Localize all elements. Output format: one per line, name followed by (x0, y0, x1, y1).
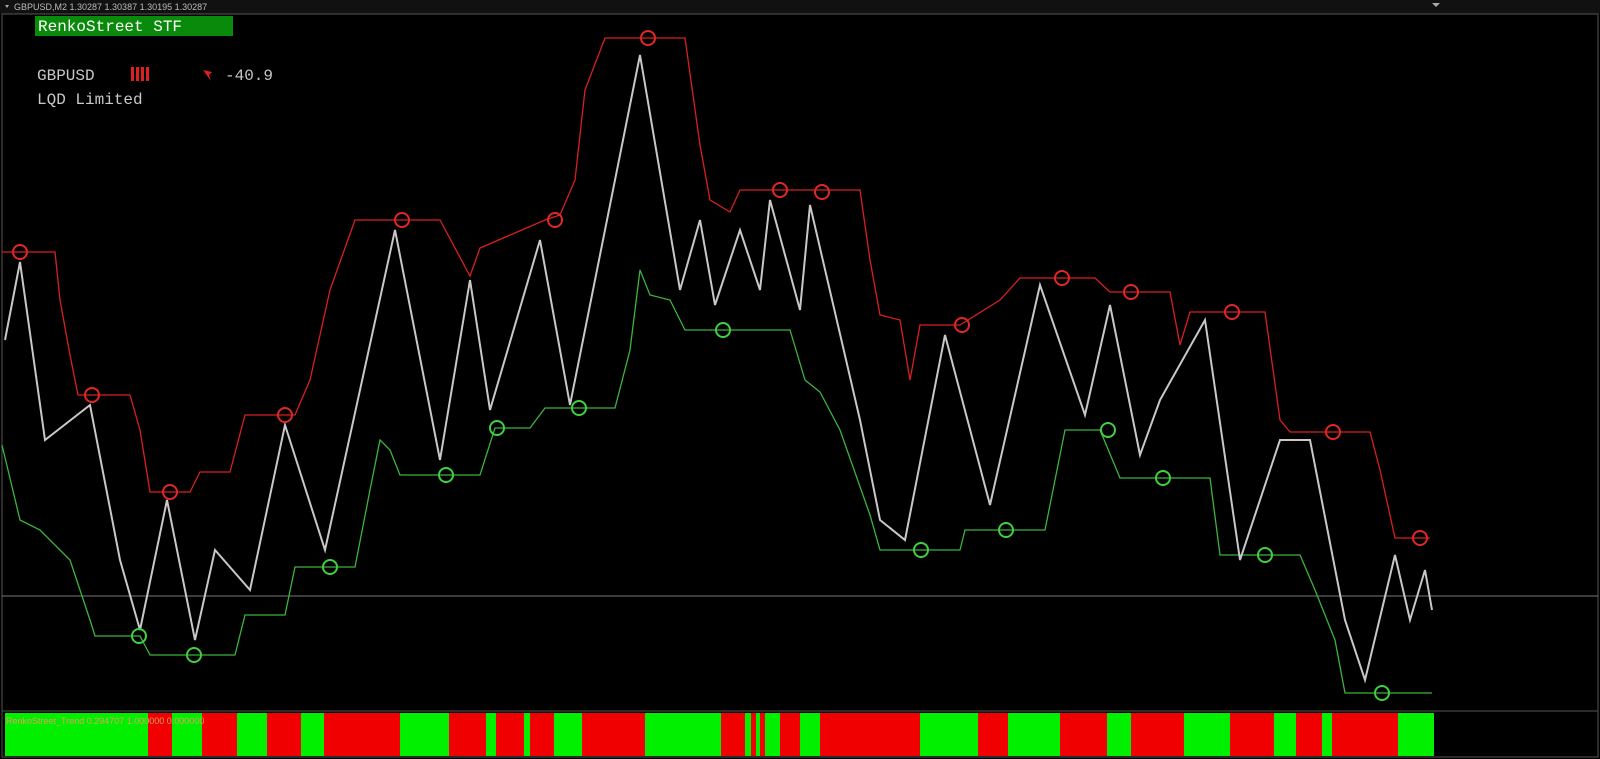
trend-segment (1322, 713, 1332, 756)
change-value: -40.9 (225, 67, 273, 85)
trend-segment (324, 713, 400, 756)
indicator-pane (1, 710, 1599, 758)
trend-segment (1332, 713, 1398, 756)
trend-segment (237, 713, 267, 756)
trend-segment (5, 713, 148, 756)
indicator-name-box (35, 16, 233, 36)
chart-header: GBPUSD,M2 1.30287 1.30387 1.30195 1.3028… (14, 2, 207, 12)
shift-marker (1432, 3, 1440, 7)
lower-channel (1, 269, 1432, 694)
trend-segment (1398, 713, 1434, 756)
trend-segment (1296, 713, 1322, 756)
down-arrow (203, 70, 212, 81)
trend-segment (800, 713, 820, 756)
trend-segment (1131, 713, 1184, 756)
title-bar (0, 0, 1600, 14)
high-markers (12, 30, 1428, 546)
trend-segment (760, 713, 765, 756)
trend-segment (645, 713, 721, 756)
strength-bars (131, 67, 149, 81)
trend-segment (780, 713, 800, 756)
trend-segment (400, 713, 449, 756)
trend-segment (202, 713, 237, 756)
trend-segment (745, 713, 751, 756)
indicator-label: RenkoStreet_Trend 0.294707 1.000000 0.00… (6, 716, 204, 726)
symbol: GBPUSD (37, 67, 95, 85)
trend-segment (496, 713, 524, 756)
trend-segment (1008, 713, 1060, 756)
indicator-name: RenkoStreet STF (38, 18, 182, 36)
trend-bars (5, 713, 1434, 756)
company: LQD Limited (37, 91, 143, 109)
trend-segment (920, 713, 978, 756)
trend-segment (756, 713, 760, 756)
trend-segment (978, 713, 1008, 756)
trend-segment (449, 713, 486, 756)
menu-arrow (5, 5, 9, 8)
trend-segment (751, 713, 756, 756)
trend-segment (582, 713, 645, 756)
trend-segment (172, 713, 202, 756)
trend-segment (524, 713, 530, 756)
trend-segment (820, 713, 920, 756)
trend-segment (267, 713, 301, 756)
trend-segment (1107, 713, 1131, 756)
trend-segment (554, 713, 582, 756)
upper-channel (2, 37, 1430, 539)
trend-segment (530, 713, 554, 756)
trend-segment (1060, 713, 1107, 756)
trend-segment (1184, 713, 1230, 756)
trend-segment (1274, 713, 1296, 756)
low-markers (131, 322, 1390, 701)
trend-segment (148, 713, 172, 756)
trend-segment (301, 713, 324, 756)
trend-segment (486, 713, 496, 756)
trend-segment (1230, 713, 1274, 756)
trend-segment (765, 713, 780, 756)
price-bars (4, 54, 1433, 684)
trend-segment (721, 713, 745, 756)
